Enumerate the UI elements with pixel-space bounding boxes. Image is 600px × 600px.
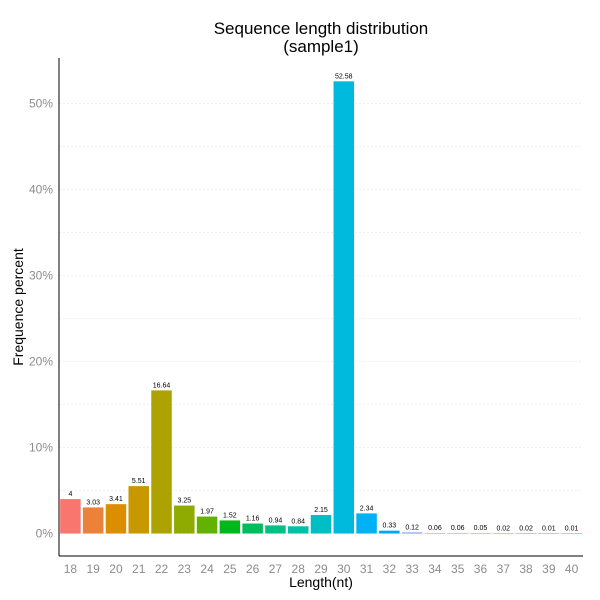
data-label: 0.94 — [269, 517, 283, 524]
x-axis-title: Length(nt) — [289, 574, 353, 590]
y-tick-label: 10% — [29, 441, 53, 455]
data-label: 0.01 — [542, 525, 556, 532]
y-tick-label: 20% — [29, 355, 53, 369]
data-label: 0.05 — [474, 525, 488, 532]
bar — [515, 533, 537, 534]
x-tick-label: 39 — [542, 562, 556, 576]
y-axis-title: Frequence percent — [10, 248, 26, 366]
bar — [470, 533, 491, 534]
bar — [538, 533, 560, 534]
data-label: 16.64 — [153, 382, 171, 389]
x-tick-label: 40 — [565, 562, 579, 576]
data-label: 0.33 — [383, 523, 397, 530]
data-label: 3.25 — [177, 498, 191, 505]
x-tick-label: 25 — [223, 562, 237, 576]
bar — [219, 520, 241, 534]
bar — [128, 486, 149, 534]
bar — [151, 390, 172, 534]
x-tick-label: 22 — [155, 562, 169, 576]
x-tick-label: 23 — [178, 562, 192, 576]
x-tick-label: 33 — [405, 562, 419, 576]
data-label: 3.41 — [109, 496, 123, 503]
x-tick-label: 32 — [383, 562, 397, 576]
bar — [356, 513, 377, 534]
data-label: 5.51 — [132, 478, 146, 485]
data-label: 1.52 — [223, 512, 237, 519]
x-axis-ticks: 18 19 20 21 22 23 24 25 26 27 28 29 30 31 32 33 34 35 36 37… — [64, 562, 579, 576]
data-label: 0.84 — [291, 518, 305, 525]
data-label: 52.58 — [335, 73, 353, 80]
y-tick-label: 30% — [29, 269, 53, 283]
bars — [60, 81, 582, 534]
data-label: 2.15 — [314, 507, 328, 514]
data-label: 0.06 — [428, 525, 442, 532]
data-label: 1.97 — [200, 509, 214, 516]
bar — [333, 81, 355, 534]
data-label: 0.06 — [451, 525, 465, 532]
data-label: 0.02 — [519, 525, 533, 532]
bar — [379, 530, 400, 534]
bar — [196, 516, 218, 534]
x-tick-label: 34 — [428, 562, 442, 576]
x-tick-label: 31 — [360, 562, 374, 576]
x-tick-label: 29 — [314, 562, 328, 576]
y-tick-label: 0% — [36, 527, 54, 541]
x-tick-label: 20 — [109, 562, 123, 576]
x-tick-label: 19 — [86, 562, 100, 576]
x-tick-label: 27 — [269, 562, 283, 576]
y-tick-label: 50% — [29, 97, 53, 111]
x-tick-label: 35 — [451, 562, 465, 576]
x-tick-label: 18 — [64, 562, 78, 576]
x-tick-label: 36 — [474, 562, 488, 576]
bar — [105, 504, 127, 534]
bar — [242, 523, 263, 534]
bar — [174, 505, 195, 534]
x-tick-label: 37 — [497, 562, 511, 576]
x-tick-label: 26 — [246, 562, 260, 576]
bar — [447, 532, 468, 534]
data-label: 1.16 — [246, 516, 260, 523]
bar — [60, 499, 81, 534]
grid-lines — [59, 103, 583, 534]
data-label: 3.03 — [86, 499, 100, 506]
data-label: 0.12 — [405, 524, 419, 531]
bar — [82, 507, 104, 534]
bar — [424, 532, 446, 534]
chart-title: Sequence length distribution — [214, 19, 429, 38]
data-label: 0.02 — [496, 525, 510, 532]
x-tick-label: 21 — [132, 562, 146, 576]
y-tick-label: 40% — [29, 183, 53, 197]
bar — [401, 532, 423, 534]
x-tick-label: 30 — [337, 562, 351, 576]
bar — [561, 533, 582, 534]
bar — [287, 526, 309, 534]
data-label: 4 — [68, 491, 72, 498]
data-label: 2.34 — [360, 505, 374, 512]
bar — [493, 533, 514, 534]
bar — [310, 515, 332, 534]
chart-subtitle: (sample1) — [283, 37, 359, 56]
data-label: 0.01 — [565, 525, 579, 532]
y-axis-ticks: 0% 10% 20% 30% 40% 50% — [29, 97, 53, 541]
x-tick-label: 24 — [200, 562, 214, 576]
data-labels: 4 3.03 3.41 5.51 16.64 3.25 1.97 1.52 1.16 0.94 0.… — [68, 73, 578, 532]
x-tick-label: 38 — [519, 562, 533, 576]
bar — [265, 525, 286, 534]
x-tick-label: 28 — [292, 562, 306, 576]
